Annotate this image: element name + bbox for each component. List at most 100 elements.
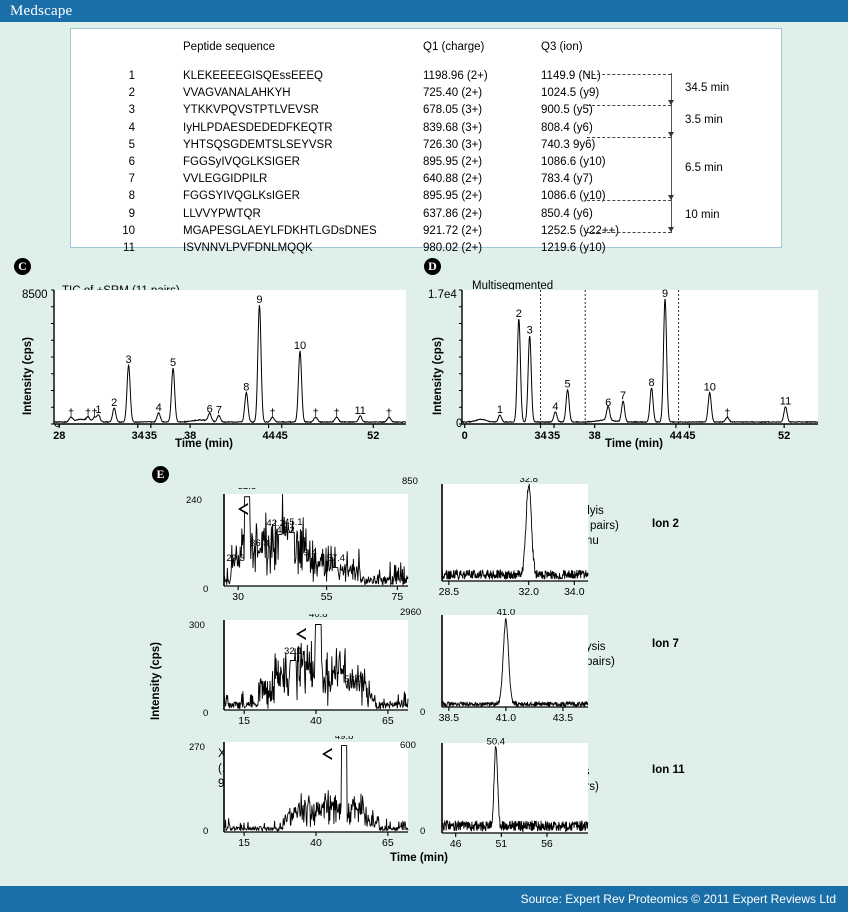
table-row-q1: 725.40 (2+) bbox=[423, 87, 483, 100]
svg-text:41.0: 41.0 bbox=[496, 712, 517, 724]
table-row-peptide: MGAPESGLAEYLFDKHTLGDsDNES bbox=[183, 224, 377, 237]
svg-text:15: 15 bbox=[238, 837, 250, 849]
panel-e5-ymax-label: 270 bbox=[189, 742, 205, 753]
svg-text:4: 4 bbox=[552, 401, 558, 413]
svg-text:57.4: 57.4 bbox=[327, 553, 346, 564]
panel-e6-ymin-label: 0 bbox=[420, 826, 426, 837]
svg-text:52: 52 bbox=[367, 430, 379, 442]
table-row-q3: 1086.6 (y10) bbox=[541, 156, 606, 168]
table-row-q1: 640.88 (2+) bbox=[423, 173, 483, 186]
svg-text:49.8: 49.8 bbox=[335, 736, 354, 742]
table-row-q3: 1086.6 (y10) bbox=[541, 190, 606, 203]
svg-text:8: 8 bbox=[243, 382, 249, 394]
segment-arrow-1 bbox=[668, 100, 674, 105]
panel-label-e: E bbox=[152, 466, 169, 483]
panel-d-title-line1: Multisegmented bbox=[472, 280, 554, 292]
table-row-q3: 740.3 9y6) bbox=[541, 138, 596, 151]
svg-text:45: 45 bbox=[683, 430, 695, 442]
panel-d-ymax-label: 1.7e4 bbox=[428, 289, 457, 301]
segment-dash-2 bbox=[587, 137, 671, 138]
medscape-header-bar: Medscape bbox=[0, 0, 848, 22]
svg-text:2: 2 bbox=[516, 308, 522, 320]
svg-text:41.0: 41.0 bbox=[497, 609, 516, 618]
svg-text:75: 75 bbox=[392, 591, 404, 603]
source-credit: Source: Expert Rev Proteomics © 2011 Exp… bbox=[520, 892, 836, 906]
svg-text:2: 2 bbox=[111, 397, 117, 409]
table-row-index: 5 bbox=[128, 138, 135, 151]
svg-text:35: 35 bbox=[548, 430, 560, 442]
peptide-transition-table: Peptide sequence Q1 (charge) Q3 (ion) 1 K… bbox=[70, 28, 782, 254]
svg-text:53.0: 53.0 bbox=[344, 674, 363, 685]
footer-bar: Source: Expert Rev Proteomics © 2011 Exp… bbox=[0, 886, 848, 912]
panel-e3-chromatogram: 15 40 65 40.8 32.1 53.0 bbox=[223, 614, 409, 727]
table-row-index: 3 bbox=[128, 104, 135, 117]
segment-dash-top bbox=[587, 74, 671, 75]
svg-text:†: † bbox=[92, 407, 98, 419]
svg-text:40.8: 40.8 bbox=[309, 614, 328, 620]
segment-arrow-2 bbox=[668, 132, 674, 137]
table-row-q1: 895.95 (2+) bbox=[423, 190, 483, 203]
svg-text:44: 44 bbox=[262, 430, 275, 442]
table-row-peptide: ISVNNVLPVFDNLMQQK bbox=[183, 242, 313, 254]
panel-e5-marker-arrow bbox=[322, 748, 332, 760]
table-row-index: 4 bbox=[128, 121, 135, 134]
svg-text:35: 35 bbox=[145, 430, 157, 442]
table-row-q3: 900.5 (y5) bbox=[541, 104, 593, 117]
panel-e-ylabel: Intensity (cps) bbox=[150, 642, 162, 720]
svg-text:28.5: 28.5 bbox=[439, 586, 460, 598]
panel-e2-ymax-label: 850 bbox=[402, 476, 418, 487]
svg-text:46: 46 bbox=[450, 838, 462, 850]
table-row-peptide: VVAGVANALAHKYH bbox=[183, 87, 291, 100]
table-row-peptide: FGGSyIVQGLKSIGER bbox=[183, 156, 300, 168]
svg-text:†: † bbox=[313, 407, 319, 419]
panel-e-xlabel: Time (min) bbox=[390, 852, 448, 864]
panel-e3-ymax-label: 300 bbox=[189, 620, 205, 631]
svg-text:40: 40 bbox=[310, 715, 322, 727]
panel-e4-ion-label: Ion 7 bbox=[652, 638, 679, 650]
svg-text:34: 34 bbox=[534, 430, 547, 442]
svg-text:50.4: 50.4 bbox=[487, 737, 506, 748]
panel-e4-ymax-label: 2960 bbox=[400, 607, 422, 618]
table-row-index: 1 bbox=[128, 70, 135, 82]
svg-text:9: 9 bbox=[662, 288, 668, 300]
svg-text:†: † bbox=[334, 407, 340, 419]
table-row-index: 2 bbox=[128, 87, 135, 100]
svg-text:45: 45 bbox=[276, 430, 288, 442]
svg-text:49.4: 49.4 bbox=[298, 547, 317, 558]
panel-e6-ymax-label: 600 bbox=[400, 740, 416, 751]
table-row-q1: 980.02 (2+) bbox=[423, 242, 483, 254]
svg-text:32.1: 32.1 bbox=[284, 646, 303, 657]
panel-e1-chromatogram: 30 55 75 32.5 29.3 36.3 42.243.245.1 49.4 57.4 bbox=[223, 488, 409, 603]
segment-spine bbox=[671, 73, 672, 233]
svg-text:10: 10 bbox=[294, 340, 306, 352]
svg-text:3: 3 bbox=[527, 325, 533, 337]
panel-e5-ymin-label: 0 bbox=[203, 826, 209, 837]
column-header-q1: Q1 (charge) bbox=[423, 41, 485, 53]
svg-text:7: 7 bbox=[216, 405, 222, 417]
column-header-peptide: Peptide sequence bbox=[183, 41, 276, 53]
svg-text:†: † bbox=[386, 407, 392, 419]
svg-text:51: 51 bbox=[495, 838, 507, 850]
panel-label-d: D bbox=[424, 258, 441, 275]
svg-text:32.0: 32.0 bbox=[518, 586, 539, 598]
segment-time-4: 10 min bbox=[685, 209, 720, 221]
table-row-q3: 808.4 (y6) bbox=[541, 121, 593, 134]
segment-time-2: 3.5 min bbox=[685, 114, 723, 126]
svg-text:6: 6 bbox=[207, 403, 213, 415]
table-row-peptide: IyHLPDAESDEDEDFKEQTR bbox=[183, 121, 333, 134]
table-row-q1: 726.30 (3+) bbox=[423, 138, 483, 151]
table-row-peptide: YHTSQSGDEMTSLSEYVSR bbox=[183, 138, 333, 151]
svg-text:29.3: 29.3 bbox=[226, 553, 245, 564]
svg-text:65: 65 bbox=[382, 715, 394, 727]
table-row-index: 11 bbox=[123, 242, 135, 254]
panel-e2-ion-label: Ion 2 bbox=[652, 518, 679, 530]
svg-text:43.2: 43.2 bbox=[276, 525, 295, 536]
panel-d-xlabel: Time (min) bbox=[605, 438, 663, 450]
table-row-q3: 1219.6 (y10) bbox=[541, 242, 606, 254]
svg-text:43.5: 43.5 bbox=[553, 712, 574, 724]
panel-e1-ymin-label: 0 bbox=[203, 584, 209, 595]
svg-text:65: 65 bbox=[382, 837, 394, 849]
table-row-q1: 678.05 (3+) bbox=[423, 104, 483, 117]
